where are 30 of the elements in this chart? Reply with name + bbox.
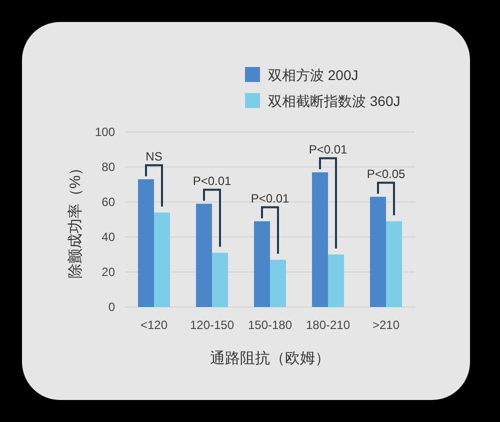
annotation: P<0.01 xyxy=(192,174,232,188)
legend-label: 双相截断指数波 360J xyxy=(268,93,400,109)
annotation: P<0.01 xyxy=(308,142,348,156)
y-tick-label: 80 xyxy=(102,160,116,174)
x-tick-label: >210 xyxy=(372,318,400,332)
x-axis-title: 通路阻抗（欧姆） xyxy=(210,350,330,367)
bar xyxy=(270,260,286,307)
legend-label: 双相方波 200J xyxy=(268,67,358,83)
bar xyxy=(312,172,328,307)
x-tick-label: 180-210 xyxy=(306,318,350,332)
x-tick-label: 150-180 xyxy=(248,318,292,332)
y-tick-label: 100 xyxy=(94,125,116,139)
bar xyxy=(196,204,212,307)
y-tick-label: 60 xyxy=(102,195,116,209)
x-tick-label: 120-150 xyxy=(190,318,234,332)
annotation: NS xyxy=(146,149,162,164)
y-tick-label: 40 xyxy=(102,230,116,244)
y-tick-label: 20 xyxy=(102,265,116,279)
bar xyxy=(328,254,344,307)
annotation: P<0.05 xyxy=(366,166,406,181)
bar xyxy=(254,221,270,307)
bar xyxy=(212,252,228,307)
bar xyxy=(386,221,402,307)
annotation: P<0.01 xyxy=(250,191,290,206)
y-axis-title: 除颤成功率（%） xyxy=(67,160,84,279)
y-tick-label: 0 xyxy=(108,300,116,314)
bar xyxy=(154,212,170,307)
bar xyxy=(138,179,154,307)
x-tick-label: <120 xyxy=(140,318,168,332)
bar xyxy=(370,196,386,307)
